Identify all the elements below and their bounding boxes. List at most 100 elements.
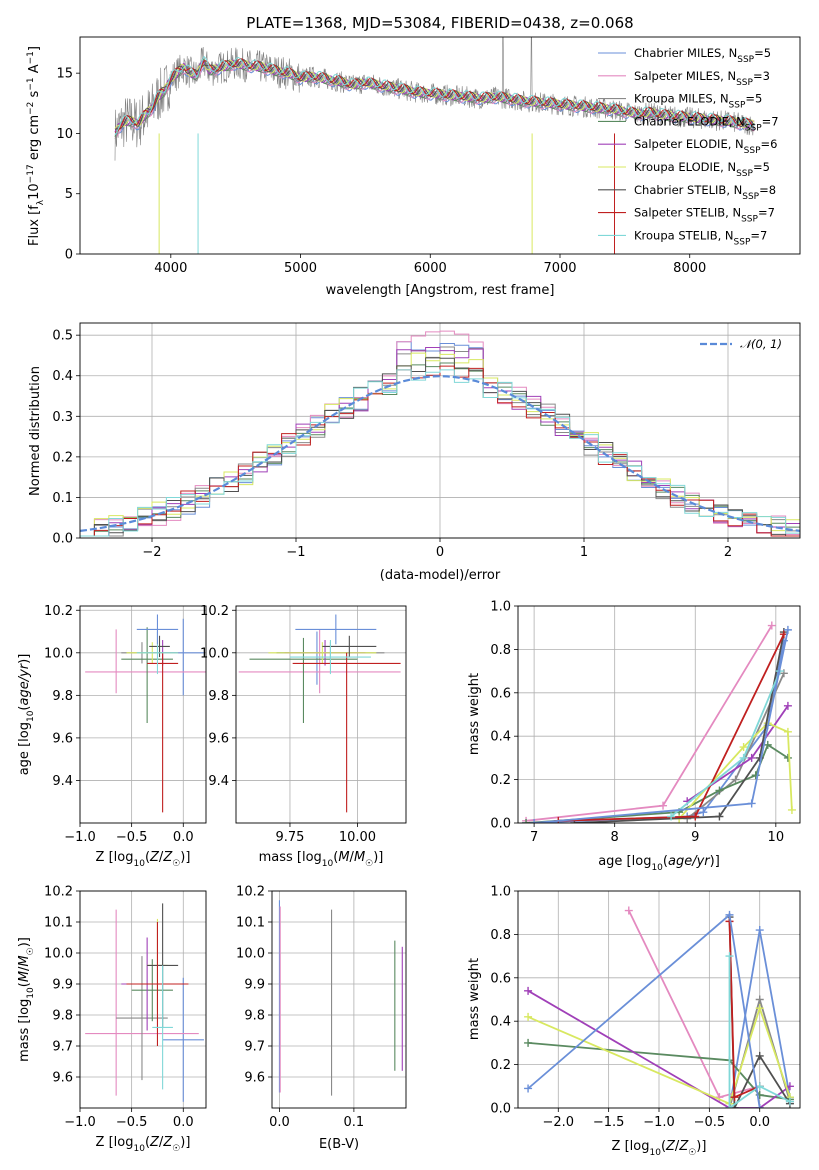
weight-line bbox=[574, 631, 785, 823]
y-tick-label: 9.6 bbox=[244, 1071, 265, 1086]
weight-marker bbox=[783, 701, 792, 710]
mass-vs-metallicity-panel: −1.0 −0.5 0.0 9.6 9.7 9.8 9.9 10.0 10.1 10.2 Z [lo… bbox=[17, 885, 207, 1154]
legend-entry: Salpeter ELODIE, NSSP=6 bbox=[634, 137, 777, 156]
y-axis-label: mass [log10(M/M☉)] bbox=[17, 937, 36, 1062]
weight-marker bbox=[779, 669, 788, 678]
weight-marker bbox=[715, 786, 724, 795]
y-tick-label: 0 bbox=[65, 248, 73, 263]
y-tick-label: 10.2 bbox=[44, 604, 73, 619]
y-tick-label: 10.2 bbox=[236, 885, 265, 900]
x-axis-label: mass [log10(M/M☉)] bbox=[259, 850, 384, 869]
y-tick-label: 9.9 bbox=[244, 978, 265, 993]
error-bar bbox=[238, 629, 401, 694]
error-bar bbox=[162, 977, 204, 1102]
axes-frame bbox=[235, 605, 407, 824]
weight-marker bbox=[767, 621, 776, 630]
y-axis-label: Normed distribution bbox=[28, 366, 43, 496]
y-tick-label: 0.0 bbox=[52, 532, 73, 547]
x-axis-label: age [log10(age/yr)] bbox=[598, 854, 720, 873]
plot-area bbox=[114, 37, 755, 254]
weight-marker bbox=[755, 995, 764, 1004]
weight-vs-age-panel: 7 8 9 10 0.0 0.2 0.4 0.6 0.8 1.0 age [log10(age/yr… bbox=[467, 600, 801, 873]
weight-line bbox=[534, 629, 789, 823]
y-tick-label: 0.0 bbox=[490, 817, 511, 832]
y-tick-label: 10.1 bbox=[236, 916, 265, 931]
weight-line bbox=[728, 956, 791, 1108]
y-tick-label: 9.7 bbox=[244, 1040, 265, 1055]
axes-frame bbox=[79, 322, 801, 539]
y-tick-label: 10.0 bbox=[236, 947, 265, 962]
x-tick-label: −1.0 bbox=[64, 1115, 96, 1130]
y-tick-label: 10.0 bbox=[44, 947, 73, 962]
y-tick-label: 0.4 bbox=[52, 369, 73, 384]
weight-marker bbox=[785, 1097, 794, 1106]
error-bar bbox=[289, 640, 371, 675]
weight-marker bbox=[730, 1093, 739, 1102]
weight-marker bbox=[522, 819, 531, 823]
weight-marker bbox=[530, 819, 539, 823]
y-tick-label: 9.8 bbox=[208, 689, 229, 704]
y-axis-label: Flux [fλ10−17 erg cm−2 s−1 A−1] bbox=[26, 46, 46, 246]
error-bar bbox=[152, 965, 173, 1090]
error-bar bbox=[131, 959, 173, 1022]
x-tick-label: 7000 bbox=[543, 261, 576, 276]
x-tick-label: 6000 bbox=[414, 261, 447, 276]
y-tick-label: 9.8 bbox=[52, 1009, 73, 1024]
spectrum-panel: 4000 5000 6000 7000 8000 0 5 10 15 wavelength [An… bbox=[26, 36, 801, 298]
plot-area bbox=[80, 330, 800, 538]
x-tick-label: 7 bbox=[530, 830, 538, 845]
model-spectrum-line bbox=[114, 55, 755, 136]
legend-entry: Kroupa MILES, NSSP=5 bbox=[634, 92, 762, 111]
y-tick-label: 9.8 bbox=[244, 1009, 265, 1024]
model-spectrum-line bbox=[114, 60, 755, 130]
weight-marker bbox=[783, 753, 792, 762]
y-tick-label: 5 bbox=[65, 187, 73, 202]
y-tick-label: 0.6 bbox=[490, 686, 511, 701]
error-bar bbox=[249, 637, 358, 724]
weight-marker bbox=[624, 906, 633, 915]
error-bar bbox=[147, 652, 179, 813]
weight-marker bbox=[747, 799, 756, 808]
x-tick-label: 0.1 bbox=[344, 1115, 365, 1130]
x-axis-label: Z [log10(Z/Z☉)] bbox=[96, 1135, 191, 1154]
axes-frame bbox=[517, 890, 801, 1109]
legend: Chabrier MILES, NSSP=5 Salpeter MILES, NS… bbox=[598, 46, 779, 247]
x-tick-label: 9.75 bbox=[275, 830, 304, 845]
y-tick-label: 0.2 bbox=[490, 773, 511, 788]
y-tick-label: 9.7 bbox=[52, 1040, 73, 1055]
y-tick-label: 10.1 bbox=[44, 916, 73, 931]
x-tick-label: −2.0 bbox=[542, 1115, 574, 1130]
y-tick-label: 0.4 bbox=[490, 1015, 511, 1030]
x-tick-label: 5000 bbox=[284, 261, 317, 276]
y-tick-label: 0.1 bbox=[52, 491, 73, 506]
y-tick-label: 15 bbox=[56, 67, 73, 82]
weight-marker bbox=[783, 727, 792, 736]
error-bar bbox=[126, 922, 189, 1046]
x-tick-label: 0.0 bbox=[173, 1115, 194, 1130]
x-axis-label: Z [log10(Z/Z☉)] bbox=[612, 1139, 707, 1158]
legend-entry: Salpeter STELIB, NSSP=7 bbox=[634, 206, 775, 225]
x-axis-label: E(B-V) bbox=[319, 1137, 359, 1152]
weight-marker bbox=[747, 753, 756, 762]
legend-entry: Chabrier ELODIE, NSSP=7 bbox=[634, 114, 779, 133]
y-tick-label: 0.2 bbox=[52, 450, 73, 465]
weight-line bbox=[526, 743, 789, 823]
weight-marker bbox=[699, 808, 708, 817]
weight-marker bbox=[524, 1084, 533, 1093]
weight-marker bbox=[755, 926, 764, 935]
weight-marker bbox=[725, 952, 734, 961]
y-tick-label: 0.2 bbox=[490, 1058, 511, 1073]
y-tick-label: 0.3 bbox=[52, 410, 73, 425]
x-tick-label: −1 bbox=[286, 545, 305, 560]
plot-area bbox=[85, 903, 204, 1102]
error-bar bbox=[322, 635, 377, 658]
age-vs-metallicity-panel: −1.0 −0.5 0.0 9.4 9.6 9.8 10.0 10.2 Z [log10(Z/Z… bbox=[17, 604, 207, 869]
y-tick-label: 9.4 bbox=[52, 774, 73, 789]
weight-line bbox=[527, 990, 791, 1108]
axes-frame bbox=[517, 605, 801, 824]
weight-vs-metallicity-panel: −2.0 −1.5 −1.0 −0.5 0.0 0.0 0.2 0.4 0.6 0.8 1.0 Z [… bbox=[467, 885, 801, 1158]
weight-marker bbox=[659, 801, 668, 810]
weight-marker bbox=[785, 1082, 794, 1091]
x-tick-label: −0.5 bbox=[116, 830, 148, 845]
legend-entry: Salpeter MILES, NSSP=3 bbox=[634, 69, 770, 88]
